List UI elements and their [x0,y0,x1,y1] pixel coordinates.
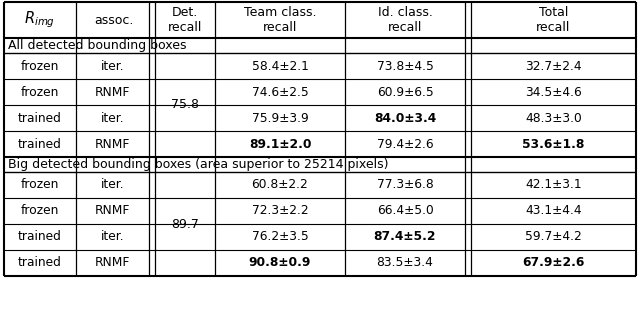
Text: 74.6±2.5: 74.6±2.5 [252,85,308,99]
Text: Team class.
recall: Team class. recall [244,6,316,34]
Text: trained: trained [18,230,62,243]
Text: All detected bounding boxes: All detected bounding boxes [8,39,186,52]
Text: iter.: iter. [100,230,124,243]
Text: 59.7±4.2: 59.7±4.2 [525,230,582,243]
Text: trained: trained [18,138,62,150]
Text: Total
recall: Total recall [536,6,571,34]
Text: 66.4±5.0: 66.4±5.0 [376,204,433,218]
Text: 58.4±2.1: 58.4±2.1 [252,59,308,73]
Text: 83.5±3.4: 83.5±3.4 [376,257,433,269]
Text: RNMF: RNMF [95,257,130,269]
Text: frozen: frozen [21,85,59,99]
Text: RNMF: RNMF [95,138,130,150]
Text: frozen: frozen [21,59,59,73]
Text: trained: trained [18,111,62,124]
Text: 67.9±2.6: 67.9±2.6 [522,257,585,269]
Text: 84.0±3.4: 84.0±3.4 [374,111,436,124]
Text: 32.7±2.4: 32.7±2.4 [525,59,582,73]
Text: 76.2±3.5: 76.2±3.5 [252,230,308,243]
Text: assoc.: assoc. [94,14,134,26]
Text: 77.3±6.8: 77.3±6.8 [376,178,433,192]
Text: 87.4±5.2: 87.4±5.2 [374,230,436,243]
Text: 60.9±6.5: 60.9±6.5 [376,85,433,99]
Text: RNMF: RNMF [95,85,130,99]
Text: 73.8±4.5: 73.8±4.5 [376,59,433,73]
Text: frozen: frozen [21,178,59,192]
Text: 89.1±2.0: 89.1±2.0 [249,138,311,150]
Text: 90.8±0.9: 90.8±0.9 [249,257,311,269]
Text: 53.6±1.8: 53.6±1.8 [522,138,585,150]
Text: Det.
recall: Det. recall [168,6,202,34]
Text: Id. class.
recall: Id. class. recall [378,6,433,34]
Text: 72.3±2.2: 72.3±2.2 [252,204,308,218]
Text: iter.: iter. [100,178,124,192]
Text: 48.3±3.0: 48.3±3.0 [525,111,582,124]
Text: iter.: iter. [100,111,124,124]
Text: 34.5±4.6: 34.5±4.6 [525,85,582,99]
Text: 42.1±3.1: 42.1±3.1 [525,178,582,192]
Text: 79.4±2.6: 79.4±2.6 [377,138,433,150]
Text: frozen: frozen [21,204,59,218]
Text: Big detected bounding boxes (area superior to 25214 pixels): Big detected bounding boxes (area superi… [8,158,388,171]
Text: 60.8±2.2: 60.8±2.2 [252,178,308,192]
Text: 43.1±4.4: 43.1±4.4 [525,204,582,218]
Text: 75.8: 75.8 [171,99,199,111]
Text: trained: trained [18,257,62,269]
Text: RNMF: RNMF [95,204,130,218]
Text: 75.9±3.9: 75.9±3.9 [252,111,308,124]
Text: iter.: iter. [100,59,124,73]
Text: $R_{img}$: $R_{img}$ [24,10,56,30]
Text: 89.7: 89.7 [171,218,199,230]
